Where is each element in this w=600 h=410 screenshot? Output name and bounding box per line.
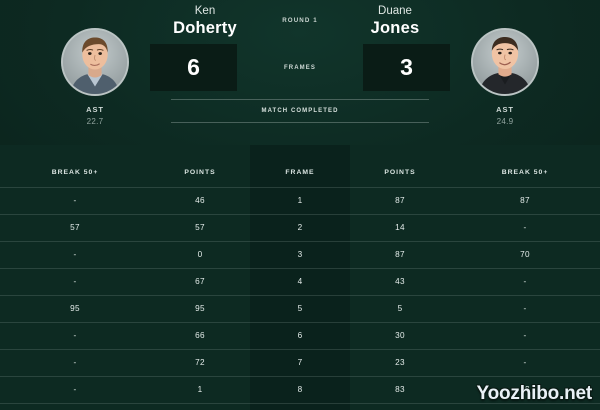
- right-player-stat-value: 24.9: [496, 117, 514, 126]
- cell-right-points: 43: [350, 268, 450, 296]
- cell-frame: 7: [250, 349, 350, 377]
- player-names-row: Ken Doherty ROUND 1 Duane Jones: [150, 0, 450, 42]
- right-player-stat-label: AST: [496, 105, 514, 114]
- table-row: 57 57 2 14-: [0, 214, 600, 242]
- round-label: ROUND 1: [282, 17, 318, 24]
- cell-left-break: -: [0, 187, 150, 215]
- cell-left-break: 95: [0, 295, 150, 323]
- column-header-left-points: POINTS: [150, 145, 250, 188]
- cell-right-points: 23: [350, 349, 450, 377]
- left-player-score: 6: [187, 54, 200, 80]
- right-player-block[interactable]: AST 24.9: [445, 28, 565, 126]
- status-divider-top: [171, 99, 429, 100]
- cell-left-break: -: [0, 349, 150, 377]
- table-header-row: BREAK 50+ POINTS FRAME POINTS BREAK 50+: [0, 145, 600, 188]
- left-player-score-box: 6: [150, 44, 237, 91]
- cell-right-points: 87: [350, 187, 450, 215]
- left-player-first-name: Ken: [194, 5, 216, 17]
- cell-left-points: 46: [150, 187, 250, 215]
- cell-right-break: 70: [450, 241, 600, 269]
- cell-frame: 8: [250, 376, 350, 404]
- cell-right-break: -: [450, 214, 600, 242]
- score-row: 6 FRAMES 3: [150, 44, 450, 91]
- column-header-frame: FRAME: [250, 145, 350, 188]
- frame-breakdown-table: BREAK 50+ POINTS FRAME POINTS BREAK 50+ …: [0, 145, 600, 410]
- right-player-score-box: 3: [363, 44, 450, 91]
- status-divider-bottom: [171, 122, 429, 123]
- cell-left-points: 66: [150, 322, 250, 350]
- cell-right-break: -: [450, 349, 600, 377]
- table-row: -66 6 30-: [0, 322, 600, 350]
- cell-left-break: 57: [0, 214, 150, 242]
- cell-frame: 2: [250, 214, 350, 242]
- cell-right-break: -: [450, 403, 600, 410]
- cell-right-break: 82: [450, 376, 600, 404]
- cell-frame: 4: [250, 268, 350, 296]
- cell-right-break: -: [450, 322, 600, 350]
- left-player-stat-value: 22.7: [86, 117, 104, 126]
- cell-left-break: -: [0, 376, 150, 404]
- cell-left-break: -: [0, 322, 150, 350]
- right-player-name[interactable]: Duane Jones: [340, 0, 450, 38]
- table-row: -1 8 83 82: [0, 376, 600, 404]
- cell-right-points: 28: [350, 403, 450, 410]
- cell-left-points: 70: [150, 403, 250, 410]
- right-player-avatar: [471, 28, 539, 96]
- column-header-left-break: BREAK 50+: [0, 145, 150, 188]
- cell-left-points: 72: [150, 349, 250, 377]
- cell-left-break: -: [0, 268, 150, 296]
- cell-right-break: -: [450, 295, 600, 323]
- left-player-stat-label: AST: [86, 105, 104, 114]
- cell-left-points: 95: [150, 295, 250, 323]
- left-player-avatar: [61, 28, 129, 96]
- cell-left-break: -: [0, 403, 150, 410]
- center-scorebar: Ken Doherty ROUND 1 Duane Jones 6 FRAMES…: [150, 0, 450, 145]
- match-header: AST 22.7 Ken Doherty ROUND 1 Duane Jones…: [0, 0, 600, 145]
- cell-left-points: 0: [150, 241, 250, 269]
- table-row: 95 95 5 5-: [0, 295, 600, 323]
- cell-right-points: 87: [350, 241, 450, 269]
- cell-frame: 9: [250, 403, 350, 410]
- table-row: -46 1 87 87: [0, 187, 600, 215]
- cell-right-points: 30: [350, 322, 450, 350]
- table-body: -46 1 87 87 57 57 2 14- -0 3 87 70-67 4 43-95 95 5 5- -66…: [0, 187, 600, 410]
- cell-right-points: 14: [350, 214, 450, 242]
- column-header-right-break: BREAK 50+: [450, 145, 600, 188]
- table-row: -70928-: [0, 403, 600, 410]
- table-row: -67 4 43-: [0, 268, 600, 296]
- cell-frame: 6: [250, 322, 350, 350]
- cell-right-points: 83: [350, 376, 450, 404]
- cell-frame: 5: [250, 295, 350, 323]
- cell-right-points: 5: [350, 295, 450, 323]
- cell-left-points: 1: [150, 376, 250, 404]
- match-status: MATCH COMPLETED: [261, 108, 339, 114]
- frame-breakdown-panel: BREAK 50+ POINTS FRAME POINTS BREAK 50+ …: [0, 145, 600, 410]
- left-player-name[interactable]: Ken Doherty: [150, 0, 260, 38]
- cell-left-points: 57: [150, 214, 250, 242]
- cell-left-points: 67: [150, 268, 250, 296]
- column-header-right-points: POINTS: [350, 145, 450, 188]
- cell-right-break: -: [450, 268, 600, 296]
- table-row: -0 3 87 70: [0, 241, 600, 269]
- table-row: -72 7 23-: [0, 349, 600, 377]
- right-player-score: 3: [400, 54, 413, 80]
- cell-right-break: 87: [450, 187, 600, 215]
- cell-frame: 3: [250, 241, 350, 269]
- frames-label: FRAMES: [284, 64, 316, 71]
- right-player-first-name: Duane: [378, 5, 412, 17]
- cell-left-break: -: [0, 241, 150, 269]
- cell-frame: 1: [250, 187, 350, 215]
- right-player-last-name: Jones: [370, 19, 420, 37]
- left-player-block[interactable]: AST 22.7: [35, 28, 155, 126]
- left-player-last-name: Doherty: [173, 19, 237, 37]
- match-status-wrap: MATCH COMPLETED: [171, 99, 429, 123]
